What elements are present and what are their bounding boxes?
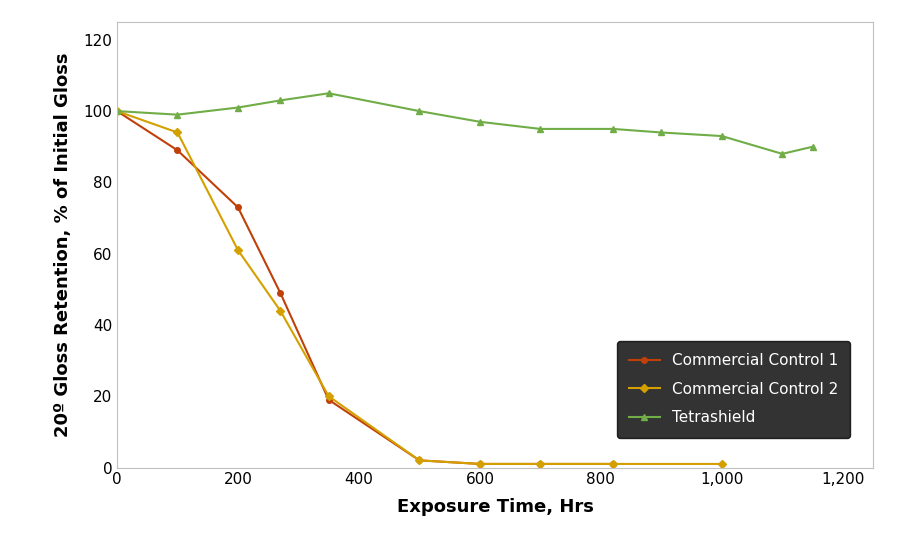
Commercial Control 1 (172, 147, 183, 153)
Line: Commercial Control 2: Commercial Control 2 (114, 108, 724, 467)
Commercial Control 2 (274, 307, 285, 314)
Commercial Control 1 (608, 461, 618, 468)
Tetrashield (716, 133, 727, 139)
Tetrashield (474, 118, 485, 125)
Commercial Control 1 (474, 461, 485, 468)
Tetrashield (807, 144, 818, 150)
Commercial Control 2 (608, 461, 618, 468)
X-axis label: Exposure Time, Hrs: Exposure Time, Hrs (397, 498, 593, 516)
Tetrashield (274, 97, 285, 104)
Y-axis label: 20º Gloss Retention, % of Initial Gloss: 20º Gloss Retention, % of Initial Gloss (54, 52, 72, 437)
Legend: Commercial Control 1, Commercial Control 2, Tetrashield: Commercial Control 1, Commercial Control… (616, 340, 850, 438)
Tetrashield (323, 90, 334, 97)
Tetrashield (172, 111, 183, 118)
Commercial Control 2 (535, 461, 545, 468)
Commercial Control 1 (112, 108, 122, 114)
Commercial Control 1 (323, 397, 334, 403)
Commercial Control 1 (232, 204, 243, 211)
Tetrashield (777, 151, 788, 157)
Commercial Control 2 (716, 461, 727, 468)
Commercial Control 2 (112, 108, 122, 114)
Tetrashield (414, 108, 425, 114)
Tetrashield (232, 104, 243, 111)
Commercial Control 2 (232, 247, 243, 254)
Commercial Control 2 (323, 393, 334, 399)
Commercial Control 2 (414, 457, 425, 464)
Tetrashield (608, 125, 618, 132)
Commercial Control 2 (474, 461, 485, 468)
Tetrashield (656, 129, 667, 136)
Commercial Control 1 (535, 461, 545, 468)
Tetrashield (535, 125, 545, 132)
Commercial Control 2 (172, 129, 183, 136)
Commercial Control 1 (414, 457, 425, 464)
Line: Commercial Control 1: Commercial Control 1 (114, 108, 616, 467)
Commercial Control 1 (274, 289, 285, 296)
Tetrashield (112, 108, 122, 114)
Line: Tetrashield: Tetrashield (114, 91, 815, 157)
